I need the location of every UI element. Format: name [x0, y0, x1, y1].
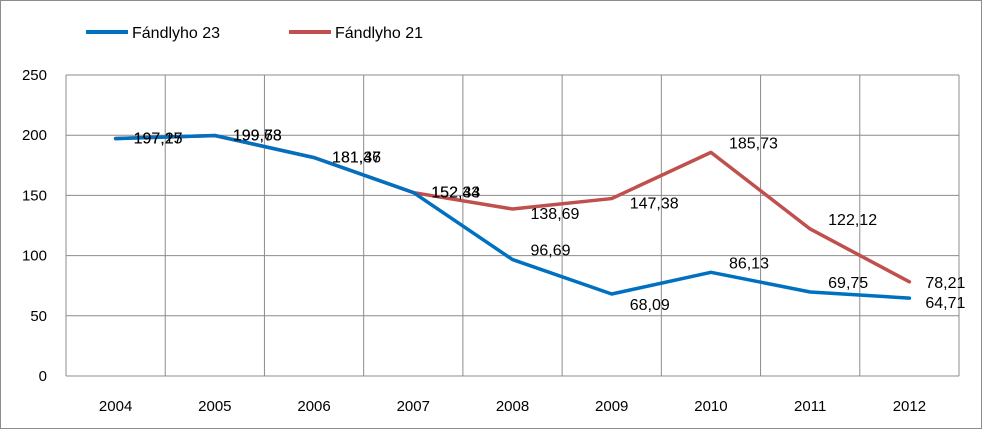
- x-tick-label: 2004: [99, 398, 132, 415]
- legend-label: Fándlyho 23: [132, 25, 220, 42]
- x-tick-label: 2007: [397, 398, 430, 415]
- data-label: 64,71: [925, 295, 965, 312]
- legend-label: Fándlyho 21: [335, 25, 423, 42]
- data-label: 152,43: [431, 184, 480, 201]
- data-label: 69,75: [828, 275, 868, 292]
- data-label: 181,37: [332, 150, 381, 167]
- y-tick-label: 0: [39, 368, 47, 385]
- y-tick-label: 100: [22, 248, 47, 265]
- data-label: 152,34: [431, 185, 480, 202]
- y-tick-label: 50: [30, 308, 47, 325]
- y-tick-label: 150: [22, 187, 47, 204]
- legend: Fándlyho 23 Fándlyho 21: [86, 25, 423, 42]
- x-tick-label: 2009: [595, 398, 628, 415]
- y-tick-label: 250: [22, 67, 47, 84]
- y-tick-label: 200: [22, 127, 47, 144]
- x-tick-label: 2008: [496, 398, 529, 415]
- data-label: 199,78: [233, 127, 282, 144]
- data-label: 197,17: [134, 131, 183, 148]
- data-label: 138,69: [531, 206, 580, 223]
- plot-area: 0 50 100 150 200 250 2004 2005 2006 2007 2008 2009 2…: [22, 67, 966, 415]
- data-label: 122,12: [828, 212, 877, 229]
- data-label: 68,09: [630, 297, 670, 314]
- data-label: 199,63: [233, 128, 282, 145]
- data-label: 197,25: [134, 131, 183, 148]
- data-label: 78,21: [925, 275, 965, 292]
- data-label: 86,13: [729, 255, 769, 272]
- x-tick-label: 2006: [297, 398, 330, 415]
- data-label: 96,69: [531, 243, 571, 260]
- x-tick-label: 2012: [893, 398, 926, 415]
- data-label: 147,38: [630, 196, 679, 213]
- data-label: 181,46: [332, 150, 381, 167]
- series-line-fandlyho-23: [113, 133, 912, 300]
- x-tick-label: 2011: [794, 398, 826, 415]
- x-tick-label: 2005: [198, 398, 231, 415]
- data-label: 185,73: [729, 135, 778, 152]
- x-tick-label: 2010: [694, 398, 727, 415]
